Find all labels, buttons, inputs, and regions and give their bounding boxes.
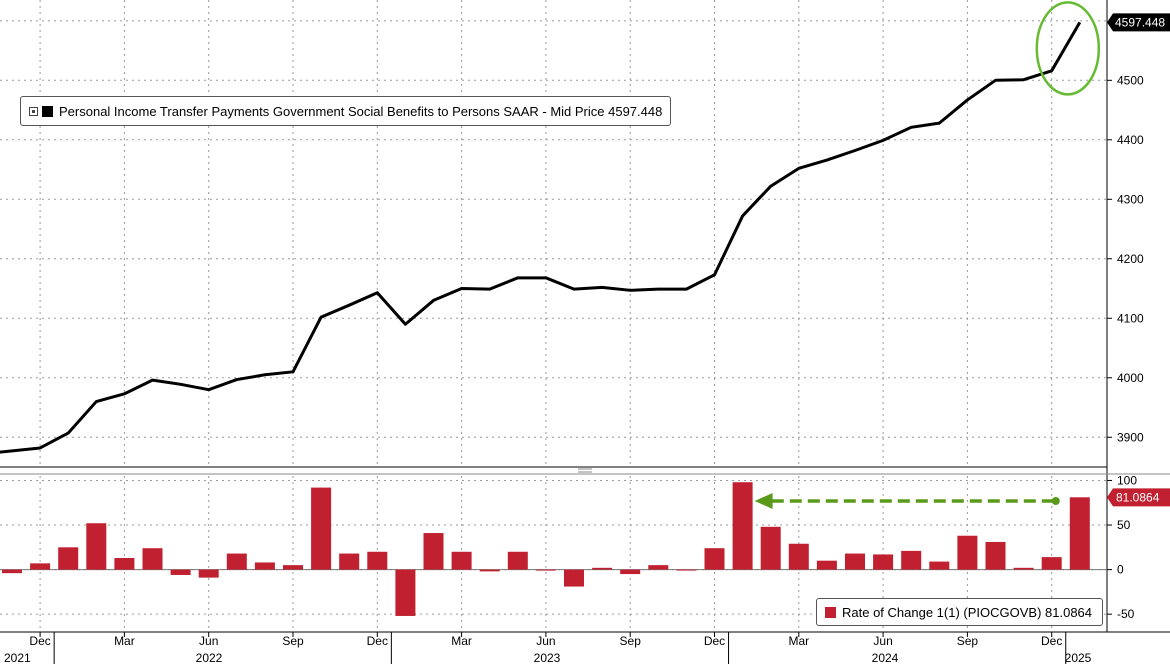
legend-bottom-label: Rate of Change 1(1) (PIOCGOVB) 81.0864	[842, 604, 1093, 620]
arrow-tail-dot	[1051, 497, 1060, 505]
x-month-label: Dec	[367, 634, 388, 648]
bar	[901, 550, 922, 570]
last-value-tag-top	[1107, 13, 1170, 32]
bar	[985, 541, 1006, 570]
bar	[592, 567, 613, 570]
bar	[58, 547, 79, 570]
bar	[367, 551, 388, 570]
y-tick-label-bottom: 50	[1117, 518, 1131, 532]
bar	[451, 551, 472, 570]
benefits-line-series	[0, 21, 1082, 454]
x-month-label: Mar	[451, 634, 472, 648]
last-value-label-bottom: 81.0864	[1116, 490, 1160, 504]
bar	[198, 569, 219, 578]
grid-lines	[0, 0, 1107, 632]
legend-bottom[interactable]: Rate of Change 1(1) (PIOCGOVB) 81.0864	[816, 598, 1104, 626]
y-tick-label-bottom: 0	[1117, 563, 1124, 577]
bar	[1041, 557, 1062, 570]
last-value-label-top: 4597.448	[1115, 15, 1165, 29]
bar	[760, 526, 781, 570]
bar	[873, 554, 894, 570]
bar	[1069, 497, 1090, 570]
bar	[311, 487, 332, 570]
bar	[283, 565, 303, 570]
x-year-label: 2024	[872, 651, 899, 664]
x-month-label: Sep	[282, 634, 304, 648]
series-line	[0, 21, 1082, 454]
axes: 3900 4000 4100 4200 4300 4400 4500 100 50 0 -50 459…	[4, 13, 1170, 664]
x-month-label: Dec	[704, 634, 725, 648]
bar	[226, 553, 247, 570]
y-tick-label-top: 4400	[1117, 133, 1144, 147]
legend-top-label: Personal Income Transfer Payments Govern…	[59, 103, 663, 119]
x-month-label: Sep	[620, 634, 642, 648]
expand-icon[interactable]	[29, 106, 38, 116]
x-month-label: Dec	[1041, 634, 1062, 648]
y-tick-label-bottom: -50	[1117, 607, 1135, 621]
bar	[676, 569, 697, 571]
bar	[507, 551, 528, 570]
bar	[86, 523, 107, 570]
bar	[114, 558, 135, 570]
x-month-label: Jun	[199, 634, 218, 648]
y-tick-label-top: 4500	[1117, 73, 1144, 87]
panel-frame	[0, 0, 1170, 633]
x-year-label: 2025	[1065, 651, 1092, 664]
bar	[170, 569, 191, 575]
arrow-head	[754, 493, 773, 509]
bar	[254, 562, 275, 570]
x-month-label: Mar	[788, 634, 809, 648]
x-year-label: 2023	[534, 651, 561, 664]
y-tick-label-top: 4000	[1117, 371, 1144, 385]
highlight-ellipse	[1035, 1, 1101, 96]
legend-swatch-line	[42, 105, 53, 117]
bar	[620, 569, 641, 575]
rate-of-change-bars	[0, 482, 1107, 616]
legend-swatch-bars	[825, 606, 836, 618]
x-month-label: Jun	[873, 634, 892, 648]
bar	[648, 565, 669, 570]
bar	[845, 553, 865, 570]
y-tick-label-top: 4200	[1117, 252, 1144, 266]
bar	[535, 569, 556, 571]
y-tick-label-top: 4300	[1117, 192, 1144, 206]
y-tick-label-top: 3900	[1117, 430, 1144, 444]
last-value-tag-bottom	[1107, 488, 1170, 507]
bar	[816, 560, 837, 570]
bar	[479, 569, 500, 572]
bar	[732, 482, 753, 570]
bar	[1013, 567, 1034, 570]
legend-top[interactable]: Personal Income Transfer Payments Govern…	[20, 96, 672, 126]
bar	[929, 561, 950, 570]
bar	[423, 533, 444, 570]
bar	[564, 569, 584, 587]
x-month-label: Sep	[957, 634, 979, 648]
x-month-label: Dec	[29, 634, 50, 648]
bar	[2, 569, 22, 574]
bar	[395, 569, 416, 616]
bar	[339, 553, 360, 570]
bar	[788, 543, 809, 570]
x-month-label: Jun	[536, 634, 555, 648]
bar	[704, 548, 725, 570]
x-year-label: 2022	[196, 651, 223, 664]
x-month-label: Mar	[114, 634, 135, 648]
bar	[30, 563, 51, 570]
x-year-label: 2021	[4, 651, 31, 664]
annotations	[754, 1, 1101, 509]
y-tick-label-bottom: 100	[1117, 473, 1137, 487]
y-tick-label-top: 4100	[1117, 311, 1144, 325]
bar	[957, 535, 978, 570]
bar	[142, 548, 163, 570]
